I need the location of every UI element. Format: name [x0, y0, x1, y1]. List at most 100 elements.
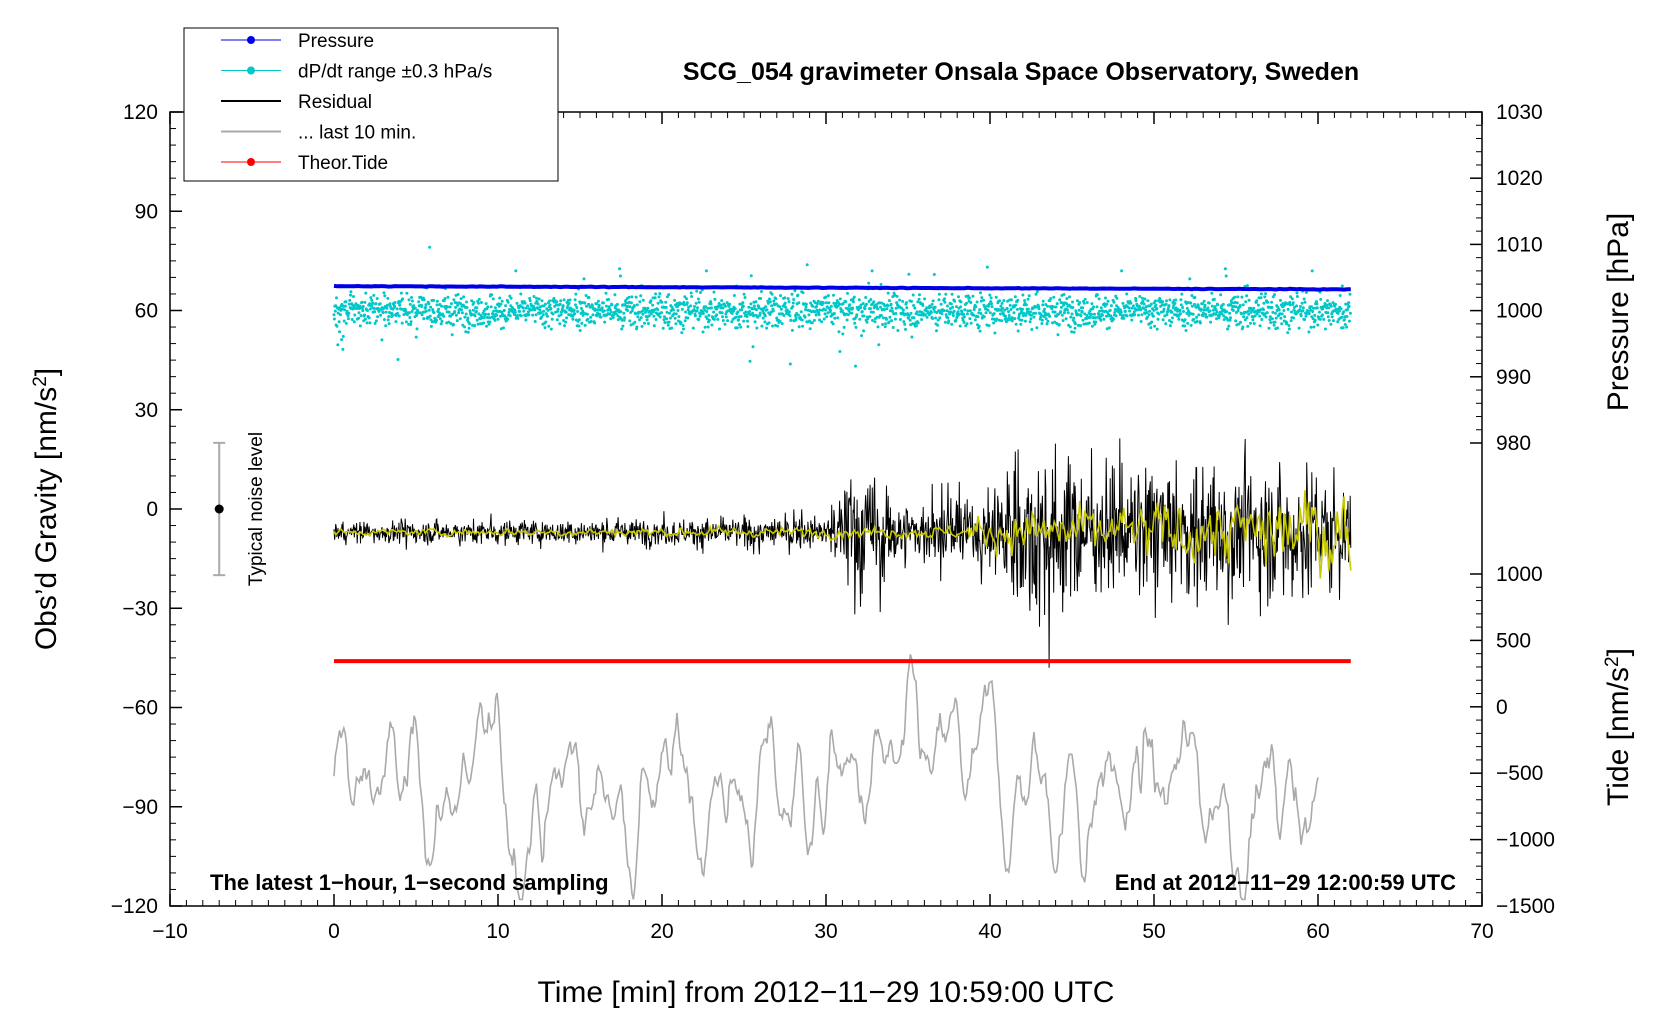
pressure-tick-label: 1030: [1496, 101, 1543, 124]
dpdt-point: [715, 313, 719, 317]
dpdt-point: [1113, 308, 1117, 311]
dpdt-point: [471, 308, 475, 312]
dpdt-point: [684, 310, 688, 314]
dpdt-point: [493, 318, 497, 322]
dpdt-point: [564, 320, 568, 324]
y-axis-left-title-main: Obs’d Gravity [nm/s: [30, 387, 63, 650]
dpdt-point: [546, 314, 549, 318]
dpdt-point: [1128, 309, 1132, 313]
dpdt-point: [867, 300, 871, 303]
dpdt-point: [412, 304, 416, 308]
dpdt-point: [1323, 304, 1326, 308]
dpdt-point: [363, 300, 367, 304]
dpdt-point: [1026, 297, 1030, 301]
dpdt-point: [951, 305, 955, 309]
dpdt-point: [986, 308, 990, 312]
dpdt-point: [620, 327, 624, 331]
dpdt-point: [1150, 320, 1154, 324]
dpdt-point: [1158, 296, 1162, 300]
dpdt-point: [1043, 307, 1046, 311]
dpdt-point: [854, 325, 858, 329]
dpdt-point: [818, 318, 821, 322]
dpdt-point: [619, 310, 623, 314]
dpdt-point: [852, 295, 856, 299]
dpdt-point: [998, 312, 1002, 316]
dpdt-point: [1165, 313, 1169, 317]
dpdt-point: [357, 316, 361, 320]
dpdt-point: [350, 318, 354, 321]
dpdt-point: [635, 303, 639, 307]
dpdt-point: [1068, 325, 1072, 329]
dpdt-point: [1195, 320, 1199, 323]
dpdt-point: [853, 321, 857, 325]
dpdt-point: [386, 296, 390, 300]
dpdt-point: [1243, 318, 1247, 322]
x-tick-label: 40: [978, 920, 1001, 943]
dpdt-point: [737, 323, 741, 326]
dpdt-point: [1157, 312, 1161, 316]
dpdt-point: [435, 303, 439, 307]
dpdt-point: [562, 298, 566, 302]
dpdt-point: [982, 315, 986, 319]
dpdt-point: [623, 316, 627, 320]
dpdt-point: [959, 300, 963, 304]
dpdt-point: [885, 317, 888, 321]
dpdt-point: [1008, 303, 1012, 307]
dpdt-point: [1062, 293, 1066, 296]
dpdt-point: [1307, 330, 1311, 334]
dpdt-point: [950, 322, 954, 326]
dpdt-point: [691, 326, 695, 330]
dpdt-point: [620, 318, 624, 322]
dpdt-point: [1148, 309, 1152, 313]
dpdt-point: [1271, 310, 1275, 314]
dpdt-point: [1130, 318, 1134, 322]
dpdt-point: [507, 310, 511, 314]
dpdt-point: [1343, 323, 1347, 326]
dpdt-point: [657, 295, 661, 299]
dpdt-point: [824, 301, 828, 305]
dpdt-point: [661, 326, 665, 330]
dpdt-point: [593, 321, 597, 325]
x-tick-label: 10: [486, 920, 509, 943]
dpdt-point: [921, 304, 925, 307]
dpdt-point: [348, 298, 352, 302]
dpdt-point: [602, 309, 606, 313]
y-axis-left-title: Obs’d Gravity [nm/s2]: [30, 368, 64, 650]
dpdt-point: [804, 302, 808, 306]
dpdt-point: [622, 311, 626, 315]
dpdt-point: [526, 304, 530, 308]
dpdt-point: [1143, 297, 1147, 301]
dpdt-point: [1099, 306, 1103, 310]
dpdt-point: [1292, 316, 1296, 320]
dpdt-point: [1337, 309, 1341, 313]
dpdt-point: [1347, 301, 1351, 305]
dpdt-point: [387, 315, 391, 318]
dpdt-point: [1045, 322, 1049, 326]
dpdt-point: [1309, 305, 1313, 309]
dpdt-point: [1026, 307, 1030, 311]
series-dpdt-points: [332, 245, 1352, 368]
dpdt-point: [917, 313, 921, 317]
dpdt-point: [857, 298, 861, 302]
dpdt-point: [645, 318, 649, 322]
dpdt-point: [1295, 304, 1299, 308]
dpdt-point: [946, 304, 949, 308]
dpdt-point: [573, 312, 577, 316]
dpdt-point: [609, 317, 613, 321]
dpdt-point: [1241, 325, 1245, 329]
dpdt-point: [833, 316, 837, 320]
dpdt-point: [1044, 317, 1048, 321]
dpdt-point: [683, 319, 687, 323]
dpdt-point: [1048, 314, 1052, 318]
dpdt-point: [1068, 295, 1071, 299]
dpdt-point: [519, 314, 523, 318]
dpdt-point: [345, 309, 349, 313]
dpdt-point: [968, 296, 971, 300]
dpdt-point: [701, 330, 705, 334]
dpdt-point: [1078, 301, 1082, 304]
dpdt-point: [460, 311, 464, 315]
dpdt-point: [641, 298, 645, 302]
dpdt-point: [583, 323, 587, 327]
dpdt-point: [531, 313, 535, 317]
dpdt-point: [1133, 313, 1137, 317]
